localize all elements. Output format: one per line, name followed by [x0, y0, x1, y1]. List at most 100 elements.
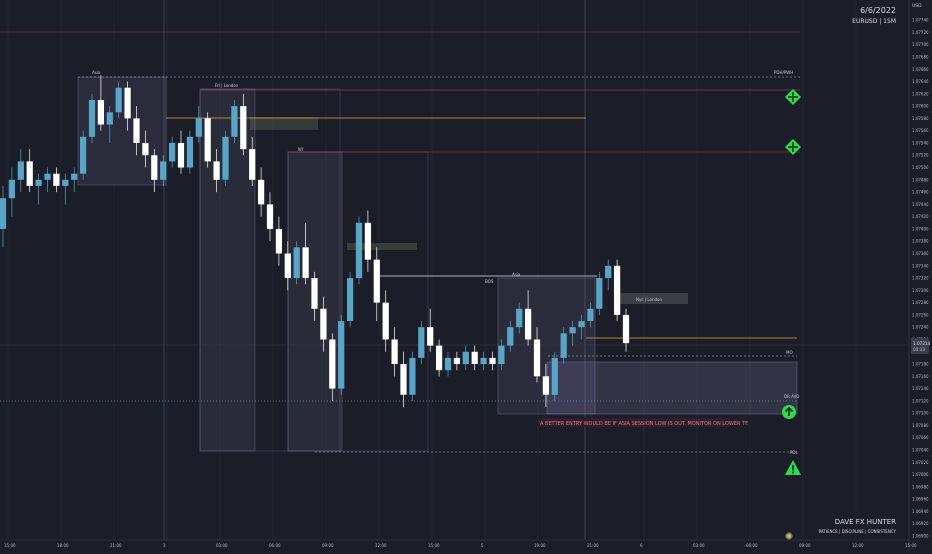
candle-body	[596, 278, 603, 309]
candle-body	[133, 118, 140, 143]
y-tick-label: 1.07100	[912, 411, 929, 416]
y-tick-label: 1.07060	[912, 435, 929, 440]
x-tick-label: 3	[163, 543, 166, 548]
candle-body	[71, 173, 78, 180]
y-tick-label: 1.06980	[912, 484, 929, 489]
candle-body	[346, 278, 354, 322]
candle-body	[240, 106, 247, 150]
y-tick-label: 1.07300	[912, 288, 929, 293]
x-tick-label: 18:00	[57, 543, 69, 548]
candle-body	[62, 179, 69, 186]
warning-icon[interactable]	[785, 460, 801, 475]
candle-body	[605, 265, 612, 279]
y-tick-label: 1.07500	[912, 165, 929, 170]
candle-body	[373, 259, 380, 303]
y-tick-label: 1.07620	[912, 91, 929, 96]
y-tick-label: 1.07580	[912, 116, 929, 121]
brand-tagline: PATIENCE | DISCIPLINE | CONSISTENCY	[818, 529, 896, 534]
candle-body	[444, 357, 452, 371]
asia-label-2: Asia	[512, 272, 521, 277]
y-tick-label: 1.07160	[912, 374, 929, 379]
price-axis[interactable]: 1.07740 1.07720 1.07700 1.07680 1.07660 1.076…	[908, 0, 932, 550]
candle-body	[391, 339, 398, 365]
candle-body	[222, 136, 229, 180]
level-lines	[0, 31, 908, 453]
y-tick-label: 1.07560	[912, 128, 929, 133]
y-tick-label: 1.07240	[912, 325, 929, 330]
candle-body	[551, 357, 558, 395]
time-axis[interactable]: 15:00 18:00 21:00 3 03:00 06:00 09:00 12:00 15:0…	[0, 539, 932, 548]
candle-body	[533, 339, 541, 377]
y-tick-label: 1.07000	[912, 472, 929, 477]
candle-body	[435, 345, 443, 371]
candle-body	[355, 222, 363, 279]
asia-label: Asia	[92, 70, 101, 75]
y-tick-label: 1.07520	[912, 153, 929, 158]
supply-block-1	[250, 117, 318, 130]
candle-body	[17, 161, 24, 180]
y-tick-label: 1.06940	[912, 509, 929, 514]
arrow-up-circle-icon[interactable]	[782, 405, 796, 419]
pdh-pwh-label: PDH/PWH	[774, 70, 793, 75]
candle-body	[124, 87, 131, 119]
move-arrows-icon-2[interactable]	[785, 139, 801, 155]
candle-body	[302, 247, 309, 279]
candle-body	[427, 327, 434, 346]
candle-body	[44, 173, 51, 180]
avatar-icon	[785, 532, 793, 540]
signal-icons	[782, 89, 801, 540]
candle-body	[587, 308, 594, 322]
x-tick-label: 09:00	[322, 543, 334, 548]
chart-date: 6/6/2022	[860, 6, 896, 15]
x-tick-label: 03:00	[693, 543, 705, 548]
candle-body	[8, 179, 16, 199]
trade-note: A BETTER ENTRY WOULD BE IF ASIA SESSION …	[538, 418, 749, 427]
candle-body	[560, 333, 567, 358]
y-tick-label: 1.07120	[912, 398, 929, 403]
candle-body	[177, 142, 185, 168]
candle-body	[311, 278, 318, 309]
y-tick-label: 1.07280	[912, 300, 929, 305]
dr-avo-label: DR AVO	[784, 394, 799, 399]
y-tick-label: 1.07020	[912, 460, 929, 465]
candle-body	[489, 357, 496, 365]
candle-body	[364, 222, 372, 260]
candle-body	[204, 118, 211, 162]
candle-body	[542, 376, 550, 395]
x-tick-label: 12:00	[375, 543, 387, 548]
candle-body	[160, 161, 167, 180]
y-tick-label: 1.07140	[912, 386, 929, 391]
candle-body	[249, 149, 256, 180]
x-tick-label: 15:00	[4, 543, 16, 548]
trade-note-bg	[538, 418, 730, 427]
candle-body	[0, 198, 7, 229]
candles	[0, 75, 630, 408]
move-arrows-icon[interactable]	[785, 89, 801, 105]
x-tick-label: 06:00	[746, 543, 758, 548]
candle-body	[115, 87, 122, 113]
y-tick-label: 1.07040	[912, 448, 929, 453]
candle-body	[569, 327, 576, 334]
y-tick-label: 1.07660	[912, 67, 929, 72]
candle-body	[471, 351, 478, 365]
brand-name: DAVE FX HUNTER	[834, 518, 896, 526]
x-tick-label: 09:00	[799, 543, 811, 548]
bos-label: BOS	[485, 279, 494, 284]
candle-body	[498, 345, 505, 365]
session-boxes	[77, 76, 798, 452]
candle-body	[35, 179, 42, 186]
mo-label: MO	[786, 350, 793, 355]
y-tick-label: 1.07600	[912, 104, 929, 109]
candle-body	[613, 265, 621, 315]
supply-block-2	[347, 243, 417, 250]
candle-body	[382, 302, 389, 340]
candle-body	[275, 228, 283, 254]
candle-body	[409, 357, 416, 395]
y-tick-label: 1.07440	[912, 202, 929, 207]
currency-label: USD	[912, 4, 922, 9]
y-tick-label: 1.07420	[912, 214, 929, 219]
y-tick-label: 1.07320	[912, 276, 929, 281]
london-range-box	[199, 88, 341, 452]
